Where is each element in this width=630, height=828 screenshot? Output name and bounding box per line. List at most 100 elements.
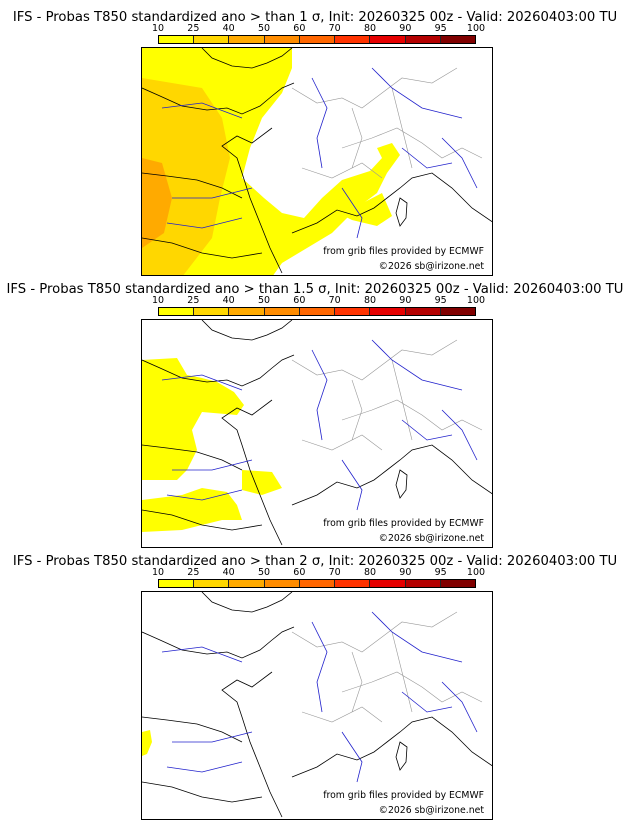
colorbar-swatch [193,36,229,43]
colorbar-ticks: 10 25 40 50 60 70 80 90 95 100 [152,567,485,579]
colorbar-swatch [159,580,194,587]
colorbar-swatch [334,36,370,43]
colorbar-tick-label: 60 [293,295,306,306]
colorbar-tick-label: 25 [187,567,200,578]
panel-title: IFS - Probas T850 standardized ano > tha… [12,10,618,25]
colorbar-tick-label: 60 [293,567,306,578]
colorbar-swatch [228,580,264,587]
colorbar-swatch [193,308,229,315]
coastline [142,354,295,546]
colorbar-tick-label: 90 [399,567,412,578]
data-source-credit: from grib files provided by ECMWF [321,790,486,801]
colorbar [158,307,476,316]
colorbar-tick-label: 50 [257,295,271,306]
colorbar-swatch [369,308,405,315]
probability-map: from grib files provided by ECMWF ©2026 … [141,47,493,276]
colorbar-tick-label: 10 [151,23,165,34]
data-source-credit: from grib files provided by ECMWF [321,246,486,257]
colorbar-tick-label: 70 [328,295,341,306]
borders [291,611,483,723]
colorbar-ticks: 10 25 40 50 60 70 80 90 95 100 [152,23,485,35]
probability-map: from grib files provided by ECMWF ©2026 … [141,591,493,820]
colorbar-swatch [298,308,335,315]
colorbar-tick-label: 10 [151,295,165,306]
colorbar-swatch [298,580,335,587]
colorbar-tick-label: 80 [363,567,377,578]
colorbar-tick-label: 95 [434,295,447,306]
rivers [161,611,478,783]
colorbar-tick-label: 40 [222,567,235,578]
colorbar-tick-label: 80 [363,295,377,306]
colorbar-swatch [334,580,370,587]
colorbar [158,35,476,44]
med-coast [291,444,492,506]
prob-area-yellow [142,730,152,756]
borders [291,339,483,451]
colorbar-tick-label: 50 [257,567,271,578]
med-coast [291,716,492,778]
colorbar-swatch [159,308,194,315]
colorbar-tick-label: 100 [466,567,486,578]
colorbar-tick-label: 40 [222,23,235,34]
corsica [395,197,408,227]
uk-coast [201,592,293,613]
panel-title: IFS - Probas T850 standardized ano > tha… [6,282,624,297]
colorbar-swatch [228,308,264,315]
colorbar-tick-label: 95 [434,23,447,34]
coastline [142,626,295,818]
colorbar-tick-label: 100 [466,23,486,34]
colorbar-swatch [263,308,299,315]
colorbar-swatch [228,36,264,43]
colorbar-tick-label: 95 [434,567,447,578]
med-coast [291,172,492,234]
colorbar-swatch [439,36,475,43]
colorbar-tick-label: 50 [257,23,271,34]
colorbar-swatch [334,308,370,315]
colorbar-tick-label: 25 [187,295,200,306]
colorbar-tick-label: 70 [328,23,341,34]
panel-title: IFS - Probas T850 standardized ano > tha… [12,554,618,569]
coastline [142,82,295,274]
colorbar-swatch [439,580,475,587]
colorbar-tick-label: 10 [151,567,165,578]
borders [291,67,483,179]
colorbar-swatch [369,580,405,587]
colorbar [158,579,476,588]
colorbar-ticks: 10 25 40 50 60 70 80 90 95 100 [152,295,485,307]
colorbar-tick-label: 90 [399,23,412,34]
prob-area-yellow-3 [242,470,282,495]
prob-area-yellow [142,358,244,480]
panel-3: IFS - Probas T850 standardized ano > tha… [0,544,630,820]
copyright-credit: ©2026 sb@irizone.net [376,533,486,544]
copyright-credit: ©2026 sb@irizone.net [376,261,486,272]
colorbar-swatch [193,580,229,587]
colorbar-swatch [439,308,475,315]
panel-1: IFS - Probas T850 standardized ano > tha… [0,0,630,276]
copyright-credit: ©2026 sb@irizone.net [376,805,486,816]
colorbar-tick-label: 90 [399,295,412,306]
rivers [161,67,478,239]
colorbar-swatch [159,36,194,43]
corsica [395,741,408,771]
colorbar-swatch [404,580,440,587]
colorbar-swatch [404,36,440,43]
corsica [395,469,408,499]
uk-coast [201,320,293,341]
prob-area-orange [142,158,172,248]
colorbar-tick-label: 40 [222,295,235,306]
uk-coast [201,48,293,69]
colorbar-swatch [298,36,335,43]
panel-2: IFS - Probas T850 standardized ano > tha… [0,272,630,548]
colorbar-tick-label: 25 [187,23,200,34]
prob-area-yellow-2 [142,488,242,532]
colorbar-swatch [263,580,299,587]
colorbar-swatch [263,36,299,43]
prob-area-yellow-2 [327,193,392,226]
colorbar-tick-label: 70 [328,567,341,578]
colorbar-swatch [404,308,440,315]
colorbar-swatch [369,36,405,43]
colorbar-tick-label: 80 [363,23,377,34]
colorbar-tick-label: 100 [466,295,486,306]
colorbar-tick-label: 60 [293,23,306,34]
data-source-credit: from grib files provided by ECMWF [321,518,486,529]
